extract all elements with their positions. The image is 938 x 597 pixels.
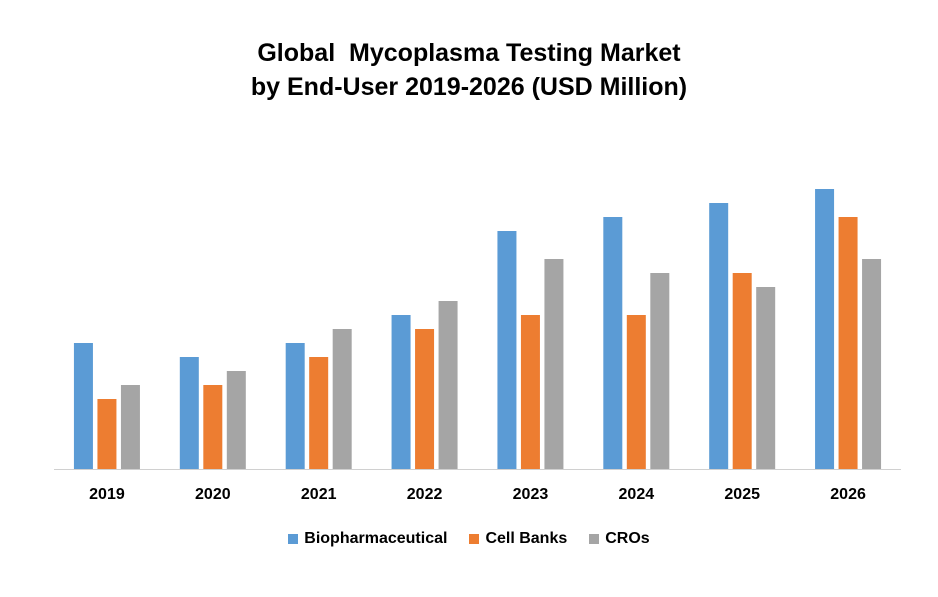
chart-title-line-1: Global Mycoplasma Testing Market <box>257 39 681 67</box>
legend-label-biopharmaceutical: Biopharmaceutical <box>304 530 448 547</box>
x-tick-label-2025: 2025 <box>724 486 760 503</box>
x-tick-label-2020: 2020 <box>195 486 231 503</box>
bar-cell-banks-2021 <box>309 357 329 469</box>
legend-item-biopharmaceutical: Biopharmaceutical <box>288 530 447 548</box>
bar-cell-banks-2022 <box>415 329 435 469</box>
bar-biopharmaceutical-2020 <box>179 357 199 469</box>
x-tick-label-2021: 2021 <box>301 486 337 503</box>
x-tick-label-2023: 2023 <box>513 486 549 503</box>
bar-cros-2022 <box>438 301 458 469</box>
chart-legend: Biopharmaceutical Cell Banks CROs <box>0 530 938 548</box>
bar-cell-banks-2024 <box>626 315 646 469</box>
chart-title-line-2: by End-User 2019-2026 (USD Million) <box>250 73 688 101</box>
bar-biopharmaceutical-2024 <box>603 217 623 469</box>
bar-cell-banks-2019 <box>97 399 117 469</box>
legend-item-cros: CROs <box>589 530 650 548</box>
bar-cros-2024 <box>650 273 670 469</box>
bar-cros-2025 <box>756 287 776 469</box>
legend-swatch-cell-banks <box>469 534 480 544</box>
x-tick-label-2022: 2022 <box>407 486 443 503</box>
bar-cell-banks-2025 <box>732 273 752 469</box>
legend-item-cell-banks: Cell Banks <box>469 530 567 548</box>
bar-biopharmaceutical-2019 <box>73 343 93 469</box>
legend-swatch-cros <box>589 534 600 544</box>
bar-biopharmaceutical-2022 <box>391 315 411 469</box>
bar-cell-banks-2020 <box>203 385 223 469</box>
bar-cros-2020 <box>226 371 246 469</box>
legend-label-cell-banks: Cell Banks <box>485 530 568 547</box>
bar-cros-2021 <box>332 329 352 469</box>
x-tick-label-2026: 2026 <box>830 486 866 503</box>
bar-cros-2019 <box>120 385 140 469</box>
legend-swatch-biopharmaceutical <box>288 534 299 544</box>
bar-biopharmaceutical-2023 <box>497 231 517 469</box>
x-tick-label-2019: 2019 <box>89 486 125 503</box>
legend-label-cros: CROs <box>605 530 650 547</box>
bar-biopharmaceutical-2025 <box>709 203 729 469</box>
bar-cell-banks-2023 <box>520 315 540 469</box>
x-tick-label-2024: 2024 <box>619 486 655 503</box>
chart-title: Global Mycoplasma Testing Market by End-… <box>0 36 938 104</box>
bar-biopharmaceutical-2026 <box>815 189 835 469</box>
bar-biopharmaceutical-2021 <box>285 343 305 469</box>
bar-cell-banks-2026 <box>838 217 858 469</box>
bar-cros-2026 <box>862 259 882 469</box>
bar-cros-2023 <box>544 259 564 469</box>
